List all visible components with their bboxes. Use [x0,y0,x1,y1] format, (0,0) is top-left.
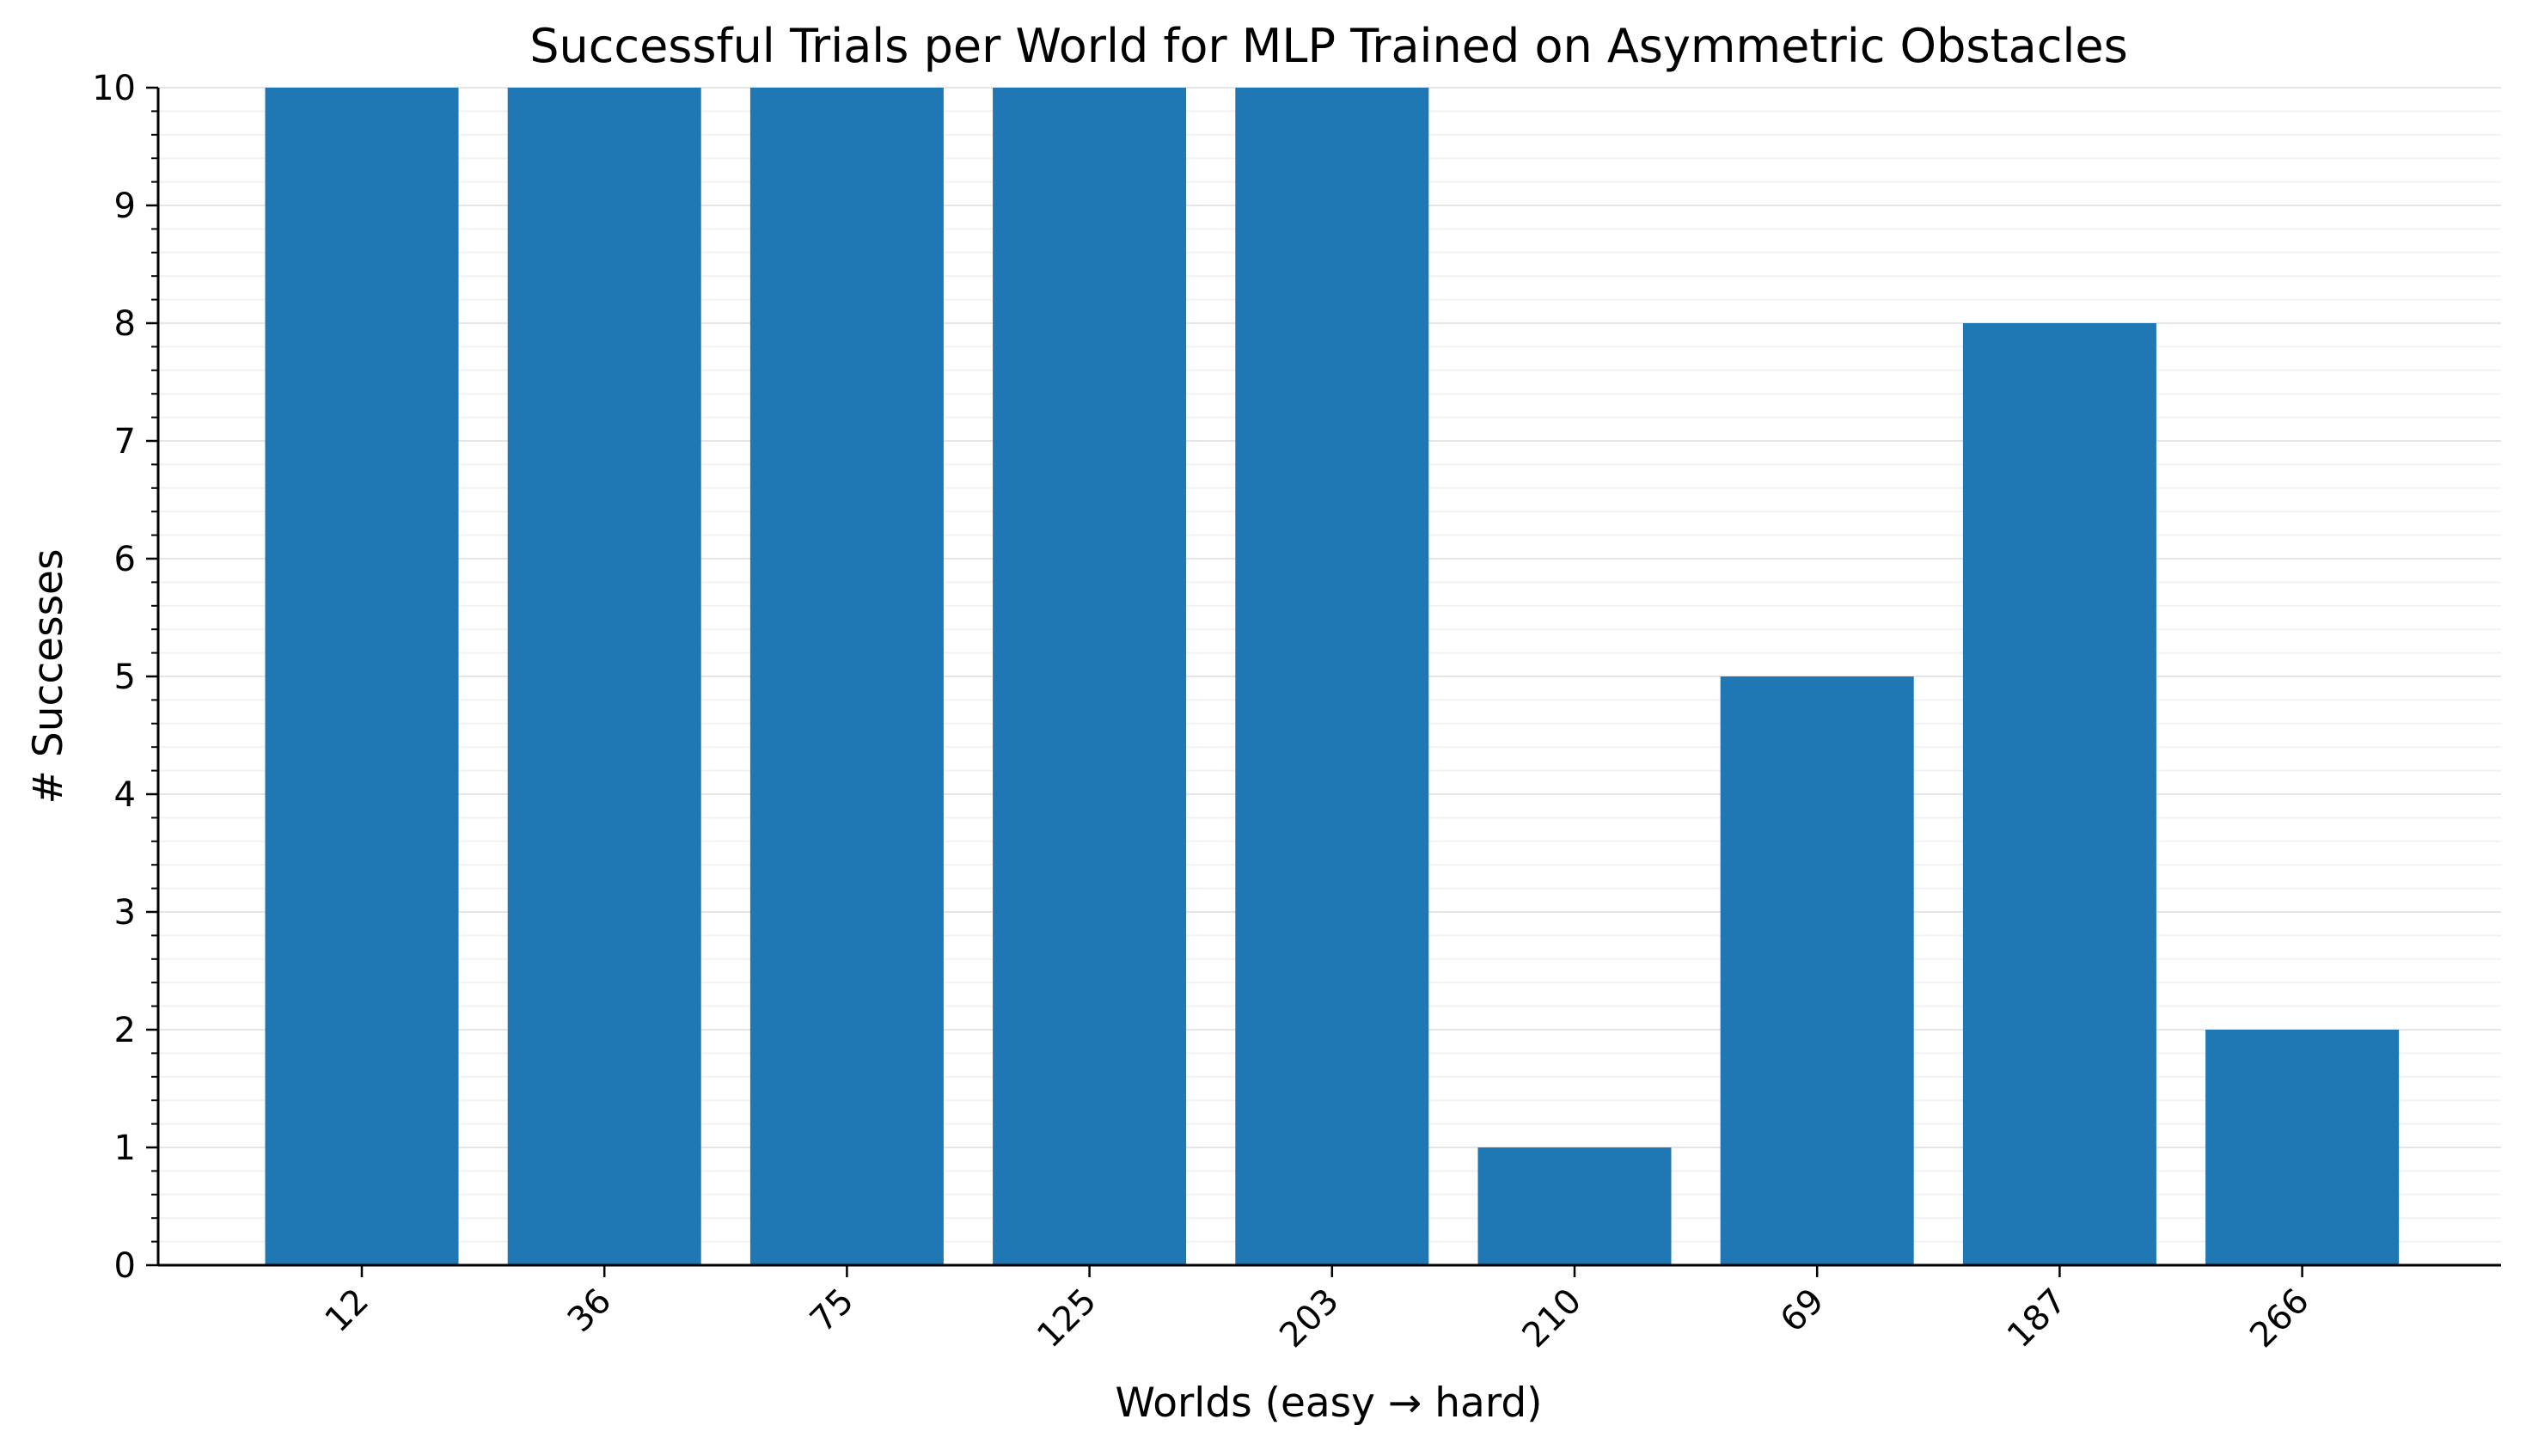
y-tick-label: 4 [114,775,136,815]
chart-title: Successful Trials per World for MLP Trai… [529,19,2128,73]
y-tick-label: 10 [92,69,136,108]
bar-12 [265,88,459,1265]
bar-75 [749,88,944,1265]
y-axis-ticks: 0 1 2 3 4 5 6 7 8 9 10 [92,69,158,1286]
y-axis-label: # Successes [25,549,72,804]
x-tick-label: 75 [803,1282,862,1341]
x-tick-label: 203 [1272,1282,1347,1356]
bar-266 [2205,1030,2400,1265]
x-tick-label: 210 [1515,1282,1590,1356]
bar-125 [993,88,1187,1265]
y-tick-label: 3 [114,893,136,933]
y-tick-label: 1 [114,1129,136,1168]
y-tick-label: 7 [114,422,136,462]
bars [265,88,2400,1265]
y-tick-label: 6 [114,540,136,579]
x-tick-label: 266 [2242,1282,2317,1356]
x-axis-label: Worlds (easy → hard) [1116,1380,1543,1427]
y-tick-label: 8 [114,304,136,344]
x-tick-label: 12 [318,1282,377,1341]
x-tick-label: 69 [1773,1282,1832,1341]
y-tick-label: 2 [114,1011,136,1050]
bar-203 [1235,88,1429,1265]
x-axis-ticks: 12 36 75 125 203 210 69 187 266 [318,1265,2317,1355]
y-tick-label: 5 [114,658,136,697]
x-tick-label: 36 [560,1282,620,1341]
bar-210 [1477,1147,1672,1265]
bar-69 [1720,676,1914,1265]
x-tick-label: 187 [2000,1282,2075,1356]
y-tick-label: 9 [114,187,136,226]
y-tick-label: 0 [114,1246,136,1286]
bar-36 [507,88,701,1265]
bar-187 [1962,323,2156,1265]
x-tick-label: 125 [1030,1282,1104,1356]
